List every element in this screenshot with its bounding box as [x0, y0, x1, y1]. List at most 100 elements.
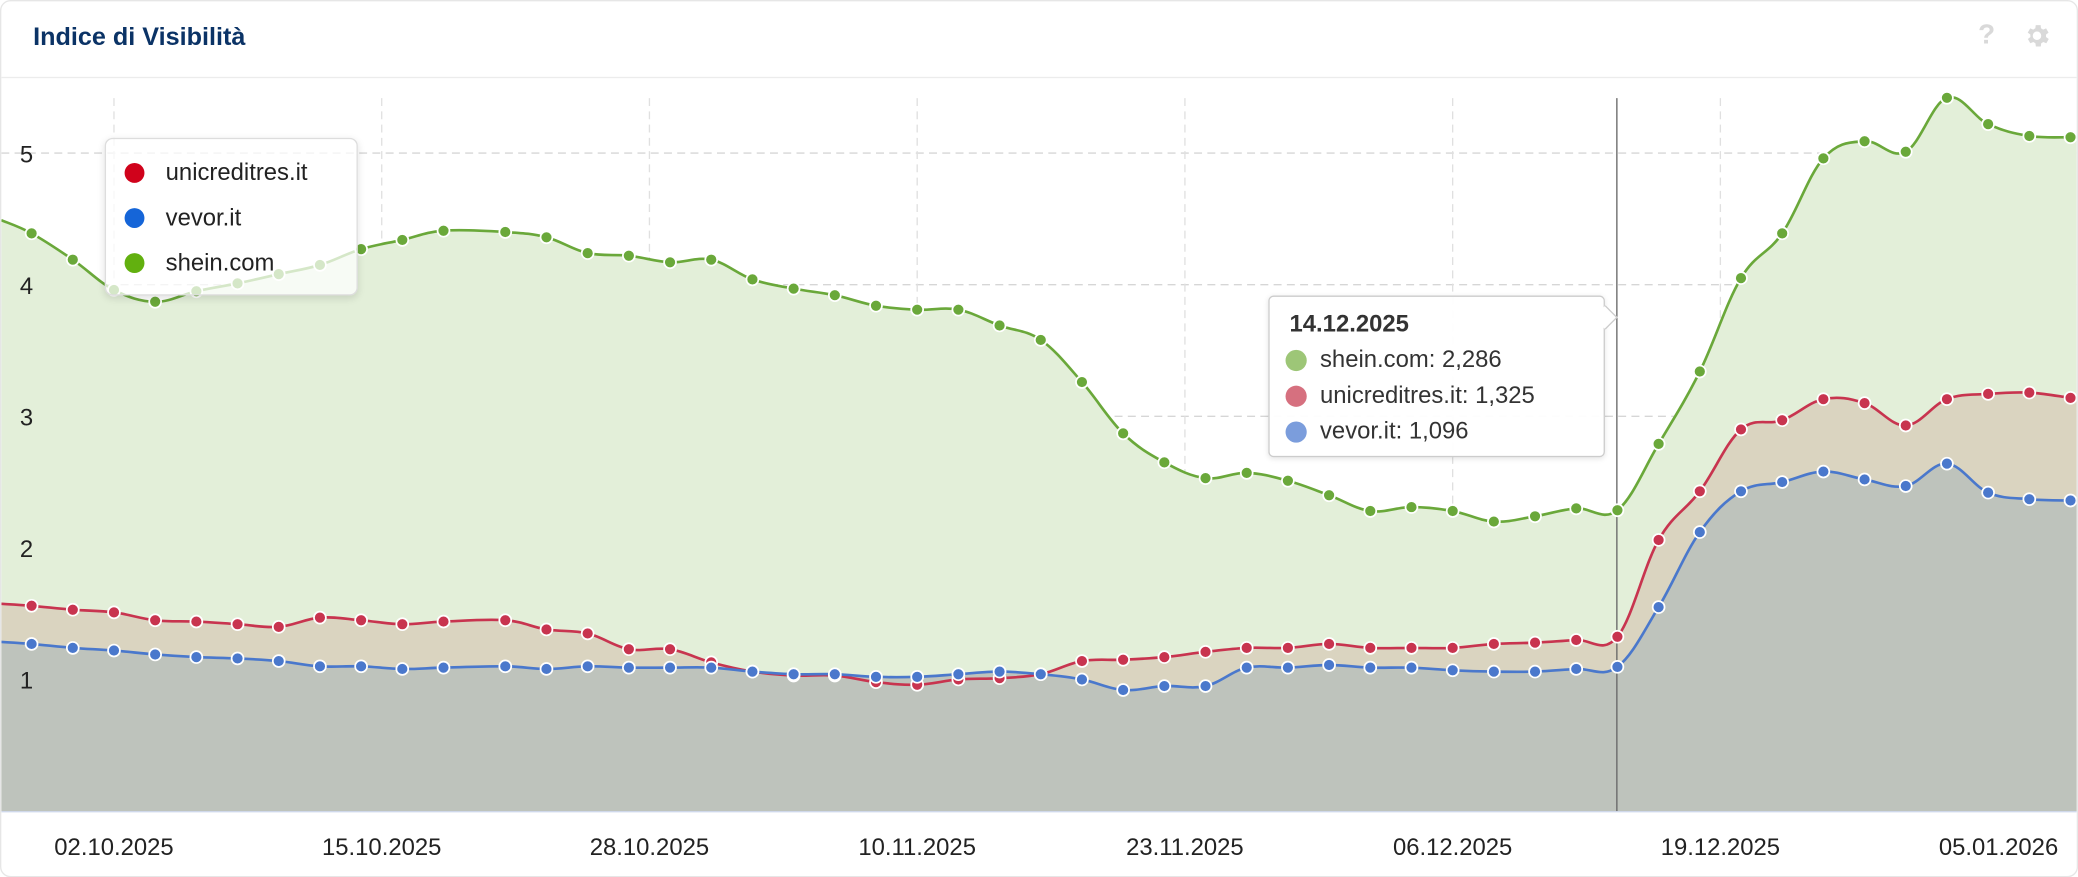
point-unicredit[interactable]	[65, 602, 80, 617]
point-shein[interactable]	[992, 318, 1007, 333]
point-vevor[interactable]	[663, 660, 677, 675]
point-vevor[interactable]	[827, 667, 842, 682]
point-shein[interactable]	[1033, 333, 1048, 347]
point-unicredit[interactable]	[107, 605, 121, 620]
point-vevor[interactable]	[2022, 492, 2037, 507]
point-shein[interactable]	[663, 255, 677, 270]
point-unicredit[interactable]	[189, 614, 204, 629]
point-unicredit[interactable]	[1734, 422, 1748, 437]
point-unicredit[interactable]	[1363, 641, 1378, 655]
point-shein[interactable]	[1734, 271, 1748, 285]
point-vevor[interactable]	[1651, 600, 1666, 614]
point-shein[interactable]	[1610, 503, 1625, 518]
point-vevor[interactable]	[1940, 456, 1954, 471]
point-shein[interactable]	[1363, 504, 1378, 518]
point-unicredit[interactable]	[1116, 652, 1130, 667]
point-unicredit[interactable]	[1322, 637, 1336, 651]
point-shein[interactable]	[1239, 466, 1254, 480]
point-shein[interactable]	[1487, 514, 1501, 529]
point-unicredit[interactable]	[1487, 637, 1501, 651]
point-vevor[interactable]	[354, 659, 368, 674]
point-unicredit[interactable]	[1528, 635, 1542, 650]
point-vevor[interactable]	[2063, 493, 2077, 508]
point-unicredit[interactable]	[1775, 413, 1790, 428]
point-unicredit[interactable]	[313, 610, 327, 625]
point-vevor[interactable]	[1528, 664, 1542, 679]
point-unicredit[interactable]	[1239, 641, 1254, 655]
point-unicredit[interactable]	[1569, 633, 1584, 647]
point-vevor[interactable]	[992, 664, 1007, 679]
point-shein[interactable]	[1075, 375, 1089, 389]
point-vevor[interactable]	[869, 670, 883, 684]
point-shein[interactable]	[622, 248, 636, 263]
point-unicredit[interactable]	[24, 598, 39, 613]
point-unicredit[interactable]	[1445, 641, 1460, 655]
point-vevor[interactable]	[1075, 672, 1089, 687]
point-vevor[interactable]	[230, 651, 245, 666]
point-vevor[interactable]	[745, 664, 760, 679]
point-shein[interactable]	[436, 223, 451, 238]
point-unicredit[interactable]	[354, 613, 368, 628]
question-icon[interactable]: ?	[1978, 19, 1996, 51]
point-shein[interactable]	[951, 302, 966, 317]
legend-item-vevor[interactable]: vevor.it	[124, 201, 241, 233]
point-unicredit[interactable]	[1281, 641, 1295, 655]
point-unicredit[interactable]	[663, 642, 677, 657]
point-vevor[interactable]	[951, 667, 966, 682]
point-unicredit[interactable]	[1651, 533, 1666, 547]
point-vevor[interactable]	[189, 650, 204, 664]
point-vevor[interactable]	[1734, 484, 1748, 499]
point-vevor[interactable]	[107, 643, 121, 658]
point-shein[interactable]	[2022, 129, 2037, 143]
point-vevor[interactable]	[498, 659, 513, 674]
point-shein[interactable]	[745, 272, 760, 287]
point-vevor[interactable]	[65, 641, 80, 655]
point-vevor[interactable]	[1116, 683, 1130, 697]
point-vevor[interactable]	[1487, 664, 1501, 679]
point-unicredit[interactable]	[230, 617, 245, 632]
point-shein[interactable]	[1816, 151, 1831, 166]
point-unicredit[interactable]	[1816, 392, 1831, 406]
point-shein[interactable]	[65, 252, 80, 267]
point-unicredit[interactable]	[436, 614, 451, 629]
point-vevor[interactable]	[1816, 464, 1831, 479]
point-vevor[interactable]	[1198, 679, 1213, 693]
point-shein[interactable]	[1198, 471, 1213, 485]
point-vevor[interactable]	[1363, 660, 1378, 675]
point-vevor[interactable]	[1322, 658, 1336, 672]
point-vevor[interactable]	[786, 667, 801, 682]
point-vevor[interactable]	[704, 660, 719, 675]
gear-icon[interactable]	[2022, 21, 2051, 50]
point-unicredit[interactable]	[1404, 641, 1419, 655]
point-vevor[interactable]	[271, 654, 286, 668]
point-unicredit[interactable]	[271, 620, 286, 634]
point-vevor[interactable]	[1857, 472, 1872, 487]
point-unicredit[interactable]	[1940, 392, 1954, 406]
point-vevor[interactable]	[313, 659, 327, 674]
point-shein[interactable]	[1281, 473, 1295, 488]
point-shein[interactable]	[1116, 426, 1130, 441]
point-vevor[interactable]	[1692, 525, 1707, 539]
point-unicredit[interactable]	[1981, 387, 1995, 401]
point-shein[interactable]	[1940, 90, 1954, 105]
point-shein[interactable]	[2063, 130, 2077, 145]
point-unicredit[interactable]	[498, 613, 513, 628]
point-unicredit[interactable]	[622, 642, 636, 657]
point-unicredit[interactable]	[1692, 484, 1707, 499]
point-vevor[interactable]	[436, 660, 451, 675]
point-vevor[interactable]	[24, 637, 39, 651]
point-shein[interactable]	[395, 233, 410, 247]
point-shein[interactable]	[1898, 144, 1913, 159]
legend-item-unicreditres[interactable]: unicreditres.it	[124, 156, 308, 188]
point-shein[interactable]	[580, 246, 595, 260]
point-unicredit[interactable]	[1610, 629, 1625, 644]
point-unicredit[interactable]	[580, 626, 595, 641]
point-shein[interactable]	[1404, 500, 1419, 514]
point-vevor[interactable]	[395, 662, 410, 676]
point-vevor[interactable]	[1981, 485, 1995, 500]
point-shein[interactable]	[1857, 134, 1872, 149]
point-shein[interactable]	[498, 225, 513, 239]
point-vevor[interactable]	[1610, 660, 1625, 674]
point-vevor[interactable]	[1569, 662, 1584, 676]
